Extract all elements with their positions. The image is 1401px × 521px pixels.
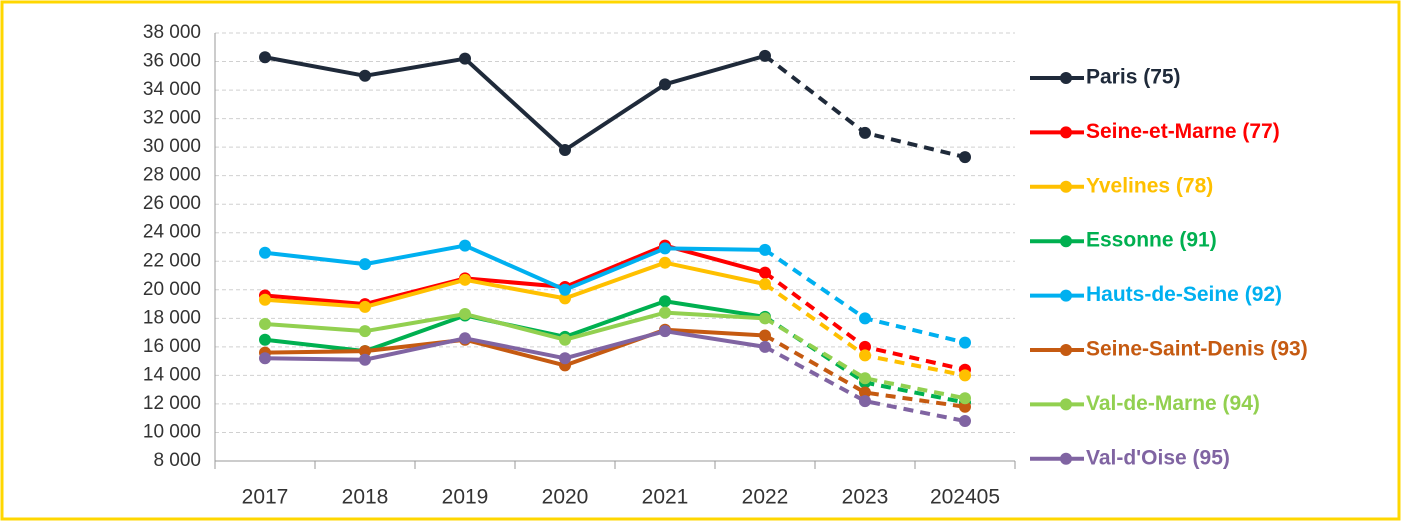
point [659, 306, 671, 319]
y-tick-label: 36 000 [143, 51, 201, 72]
point [759, 312, 771, 325]
y-tick-label: 34 000 [143, 79, 201, 100]
point [859, 312, 871, 325]
point [259, 318, 271, 331]
point [559, 143, 571, 156]
point [359, 345, 371, 358]
point [459, 273, 471, 286]
point [459, 308, 471, 321]
legend-label: Seine-et-Marne (77) [1086, 120, 1280, 143]
legend-marker [1060, 344, 1072, 356]
y-tick-label: 28 000 [143, 165, 201, 186]
y-tick-label: 18 000 [143, 307, 201, 328]
point [959, 151, 971, 164]
x-tick-label: 2019 [442, 486, 489, 509]
series-line [264, 310, 766, 342]
x-tick-label: 202405 [930, 486, 1000, 509]
point [859, 126, 871, 139]
x-tick-label: 2020 [542, 486, 589, 509]
series-line [264, 329, 766, 362]
point [959, 392, 971, 405]
point [659, 325, 671, 338]
x-tick-label: 2021 [642, 486, 689, 509]
point [359, 325, 371, 338]
y-tick-label: 8 000 [153, 450, 201, 471]
point [259, 333, 271, 346]
legend-marker [1060, 235, 1072, 248]
series-line-dashed [764, 345, 966, 424]
series-line [264, 53, 766, 152]
point [859, 395, 871, 408]
point [859, 386, 871, 399]
point [959, 336, 971, 349]
y-tick-label: 12 000 [143, 393, 201, 414]
y-tick-label: 16 000 [143, 336, 201, 357]
point [759, 266, 771, 279]
point [359, 258, 371, 271]
legend-label: Val-de-Marne (94) [1086, 392, 1260, 415]
point [259, 51, 271, 64]
point [259, 293, 271, 306]
point [759, 243, 771, 256]
point [659, 242, 671, 255]
y-tick-label: 10 000 [143, 421, 201, 442]
point [459, 239, 471, 252]
y-tick-label: 26 000 [143, 193, 201, 214]
point [459, 52, 471, 65]
legend-marker [1060, 72, 1072, 84]
point [759, 278, 771, 291]
point [459, 332, 471, 345]
legend-label: Essonne (91) [1086, 229, 1217, 252]
series-line-dashed [763, 316, 966, 401]
y-tick-label: 14 000 [143, 364, 201, 385]
y-tick-label: 32 000 [143, 108, 201, 129]
legend-marker [1060, 452, 1072, 465]
point [759, 340, 771, 353]
point [659, 78, 671, 91]
point [959, 415, 971, 428]
x-tick-label: 2018 [342, 486, 389, 509]
point [959, 369, 971, 382]
point [859, 349, 871, 362]
legend-label: Val-d'Oise (95) [1086, 446, 1230, 469]
y-tick-label: 22 000 [143, 250, 201, 271]
point [359, 300, 371, 313]
x-tick-label: 2022 [742, 486, 789, 509]
point [959, 400, 971, 413]
y-tick-label: 30 000 [143, 136, 201, 157]
point [559, 333, 571, 346]
y-tick-label: 38 000 [143, 22, 201, 43]
x-tick-label: 2023 [842, 486, 889, 509]
point [259, 352, 271, 365]
point [559, 283, 571, 296]
point [659, 295, 671, 308]
legend-marker [1060, 289, 1072, 302]
point [359, 353, 371, 366]
x-tick-label: 2017 [242, 486, 289, 509]
point [759, 329, 771, 342]
legend-label: Hauts-de-Seine (92) [1086, 283, 1282, 306]
point [359, 69, 371, 82]
legend-label: Paris (75) [1086, 66, 1181, 89]
y-tick-label: 20 000 [143, 279, 201, 300]
y-tick-label: 24 000 [143, 222, 201, 243]
point [559, 292, 571, 305]
series-line [264, 260, 766, 309]
series-line [264, 243, 766, 292]
legend-label: Seine-Saint-Denis (93) [1086, 338, 1308, 361]
legend-marker [1060, 126, 1072, 139]
legend-marker [1060, 398, 1072, 411]
legend-marker [1060, 180, 1072, 193]
series-line [264, 327, 766, 368]
point [659, 256, 671, 269]
point [259, 246, 271, 259]
legend-label: Yvelines (78) [1086, 174, 1213, 197]
series-line-dashed [764, 333, 966, 409]
point [759, 49, 771, 62]
point [859, 372, 871, 385]
point [559, 352, 571, 365]
point [859, 340, 871, 353]
